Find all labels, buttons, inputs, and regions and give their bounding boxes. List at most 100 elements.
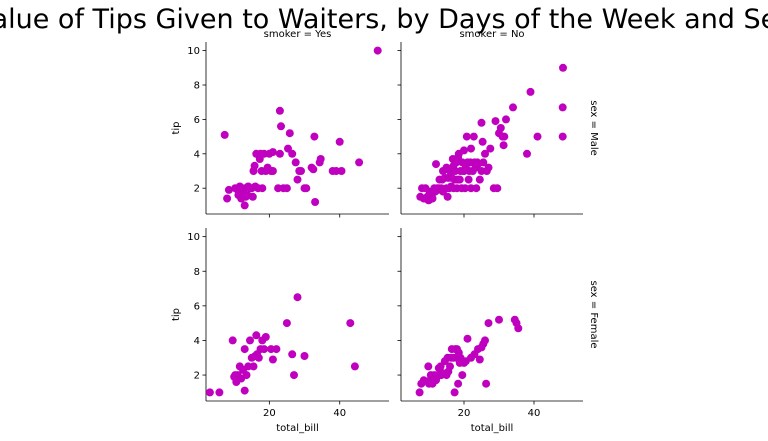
- scatter-points: [416, 63, 567, 205]
- data-point: [463, 334, 472, 343]
- data-point: [311, 198, 320, 206]
- x-axis-label: total_bill: [471, 423, 514, 434]
- row-facet-title: sex = Female: [588, 281, 599, 349]
- data-point: [500, 132, 509, 141]
- data-point: [254, 353, 263, 362]
- data-point: [523, 149, 531, 158]
- scatter-points: [220, 46, 382, 210]
- data-point: [469, 132, 478, 141]
- data-point: [477, 118, 486, 127]
- data-point: [309, 165, 318, 174]
- data-point: [475, 355, 484, 364]
- data-point: [282, 319, 291, 328]
- data-point: [350, 362, 359, 371]
- data-point: [428, 194, 437, 203]
- data-point: [526, 87, 535, 96]
- data-point: [458, 371, 467, 380]
- data-point: [302, 184, 311, 193]
- x-tick-label: 20: [458, 408, 471, 419]
- data-point: [479, 158, 488, 167]
- data-point: [533, 132, 542, 141]
- data-point: [450, 388, 459, 397]
- data-point: [502, 115, 510, 124]
- data-point: [455, 175, 464, 184]
- facet-panel-2: smoker = No sex = Male: [397, 29, 599, 218]
- y-tick-label: 10: [187, 232, 200, 243]
- figure-title: Value of Tips Given to Waiters, by Days …: [0, 4, 768, 35]
- data-point: [261, 333, 270, 341]
- data-point: [291, 158, 300, 167]
- y-tick-label: 6: [194, 301, 200, 312]
- data-point: [300, 352, 309, 360]
- data-point: [335, 137, 344, 146]
- data-point: [558, 103, 567, 112]
- facet-panel-4: 20 40 sex = Female total_bill: [397, 228, 599, 434]
- facet-panels: 2 4 6 8 10 smoker = Yes tip smoker = No sex = Ma…: [171, 29, 599, 434]
- data-point: [240, 345, 249, 354]
- y-axis-label: tip: [171, 308, 182, 321]
- data-point: [293, 175, 302, 184]
- data-point: [462, 132, 471, 141]
- x-tick-label: 40: [333, 408, 346, 419]
- data-point: [260, 345, 269, 354]
- data-point: [484, 163, 493, 172]
- data-point: [346, 319, 355, 328]
- data-point: [215, 388, 224, 397]
- data-point: [495, 315, 503, 324]
- data-point: [285, 129, 294, 138]
- data-point: [337, 167, 346, 175]
- x-tick-label: 40: [528, 408, 541, 419]
- data-point: [481, 336, 489, 345]
- data-point: [415, 388, 424, 397]
- y-tick-label: 10: [187, 46, 200, 57]
- data-point: [240, 386, 249, 395]
- data-point: [290, 371, 298, 380]
- column-facet-title: smoker = Yes: [264, 29, 332, 40]
- data-point: [467, 144, 475, 153]
- data-point: [464, 175, 473, 184]
- scatter-points: [415, 315, 523, 397]
- data-point: [268, 148, 277, 157]
- data-point: [558, 132, 567, 141]
- y-tick-label: 2: [194, 184, 200, 195]
- data-point: [220, 130, 229, 139]
- data-point: [491, 117, 500, 126]
- facet-panel-3: 2 4 6 8 10 20 40 tip total_bill: [171, 228, 389, 434]
- data-point: [482, 379, 491, 388]
- data-point: [240, 201, 249, 210]
- data-point: [486, 144, 495, 153]
- data-point: [248, 192, 257, 201]
- data-point: [250, 161, 259, 170]
- data-point: [475, 175, 484, 184]
- data-point: [355, 158, 364, 167]
- data-point: [460, 146, 468, 155]
- data-point: [275, 149, 284, 158]
- data-point: [514, 324, 523, 333]
- data-point: [493, 184, 502, 193]
- data-point: [282, 184, 291, 193]
- data-point: [258, 184, 267, 193]
- data-point: [461, 184, 470, 193]
- data-point: [252, 331, 261, 340]
- data-point: [316, 155, 325, 163]
- data-point: [454, 379, 463, 388]
- data-point: [272, 345, 281, 354]
- data-point: [277, 122, 285, 131]
- data-point: [310, 132, 319, 141]
- y-tick-label: 4: [194, 149, 200, 160]
- data-point: [499, 141, 508, 150]
- data-point: [443, 192, 452, 201]
- facet-panel-1: 2 4 6 8 10 smoker = Yes tip: [171, 29, 389, 218]
- data-point: [472, 184, 481, 193]
- data-point: [288, 149, 297, 158]
- y-tick-label: 6: [194, 115, 200, 126]
- data-point: [246, 336, 254, 345]
- column-facet-title: smoker = No: [459, 29, 524, 40]
- data-point: [478, 137, 487, 146]
- data-point: [293, 293, 302, 302]
- data-point: [275, 106, 284, 115]
- data-point: [268, 167, 277, 175]
- data-point: [249, 362, 258, 371]
- y-axis-label: tip: [171, 121, 182, 134]
